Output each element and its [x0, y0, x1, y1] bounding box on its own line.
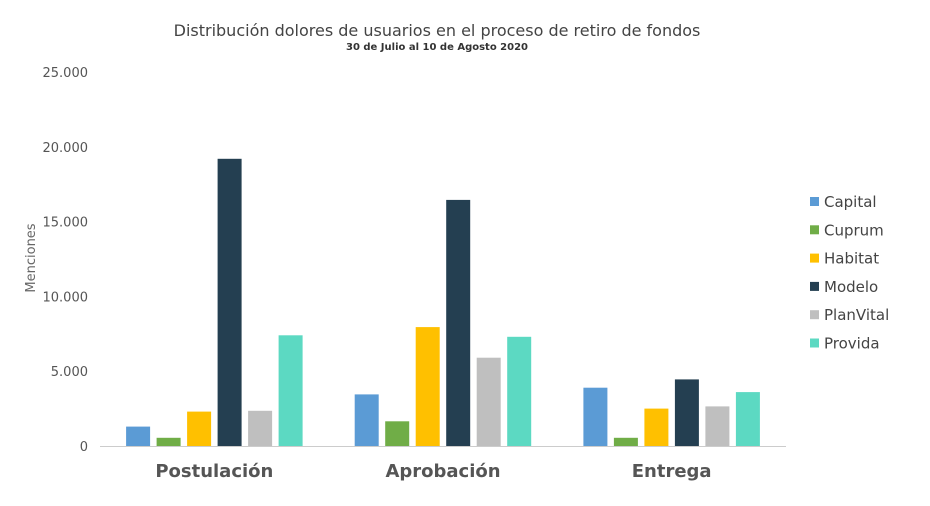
y-axis-label: Menciones: [24, 223, 39, 292]
bar-modelo-1: [217, 158, 242, 447]
chart-subtitle: 30 de Julio al 10 de Agosto 2020: [346, 42, 528, 53]
x-tick-label: Aprobación: [385, 461, 500, 482]
y-tick-label: 5.000: [51, 365, 88, 380]
bar-modelo-2: [446, 199, 471, 446]
x-axis-labels: Postulación Aprobación Entrega: [155, 461, 711, 482]
legend-label-habitat: Habitat: [824, 250, 879, 268]
legend-swatch-modelo: [810, 281, 819, 291]
bar-capital-1: [126, 426, 151, 446]
legend-label-planvital: PlanVital: [824, 306, 889, 324]
y-tick-label: 20.000: [43, 141, 89, 156]
bar-cuprum-1: [156, 437, 181, 446]
legend: Capital Cuprum Habitat Modelo PlanVital Provi…: [810, 193, 889, 353]
legend-swatch-capital: [810, 197, 819, 206]
chart-title: Distribución dolores de usuarios en el p…: [174, 21, 701, 40]
legend-swatch-cuprum: [810, 225, 819, 235]
bar-provida-3: [735, 392, 760, 446]
bar-provida-2: [507, 336, 532, 446]
legend-swatch-planvital: [810, 310, 819, 320]
bar-cuprum-3: [613, 437, 638, 446]
legend-swatch-provida: [810, 338, 819, 348]
y-axis-ticks: 0 5.000 10.000 15.000 20.000 25.000: [43, 66, 89, 455]
legend-label-provida: Provida: [824, 335, 880, 353]
bar-planvital-1: [248, 410, 273, 446]
legend-swatch-habitat: [810, 253, 819, 263]
y-tick-label: 15.000: [43, 216, 89, 231]
bar-capital-3: [583, 387, 608, 446]
x-tick-label: Entrega: [632, 461, 712, 482]
bar-habitat-3: [644, 408, 669, 446]
bar-cuprum-2: [385, 421, 410, 446]
x-tick-label: Postulación: [155, 461, 273, 482]
bar-habitat-1: [187, 411, 212, 446]
bar-provida-1: [278, 335, 303, 446]
bar-planvital-2: [476, 357, 501, 446]
bar-capital-2: [354, 394, 379, 446]
legend-label-modelo: Modelo: [824, 278, 878, 296]
y-tick-label: 25.000: [43, 66, 89, 81]
legend-label-cuprum: Cuprum: [824, 221, 884, 239]
bar-planvital-3: [705, 406, 730, 446]
bar-habitat-2: [415, 327, 440, 446]
y-tick-label: 0: [80, 440, 88, 455]
legend-label-capital: Capital: [824, 193, 877, 211]
bars-group: [126, 158, 760, 447]
y-tick-label: 10.000: [43, 290, 89, 305]
bar-modelo-3: [674, 379, 699, 446]
